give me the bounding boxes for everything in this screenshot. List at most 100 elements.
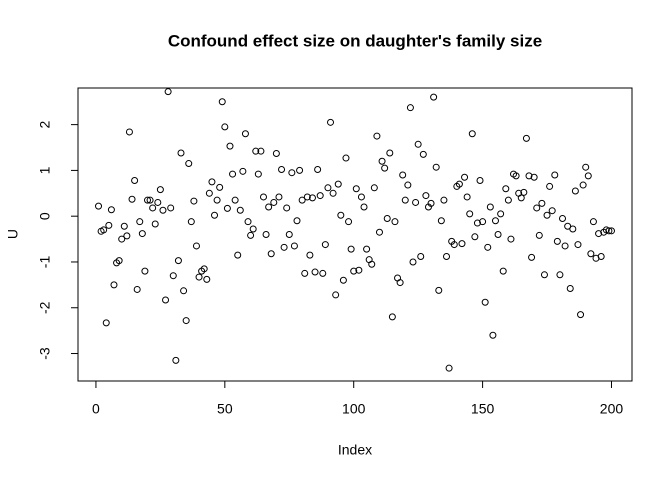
y-tick-label: 1 [37,166,53,174]
point [177,149,185,157]
point [314,165,322,173]
point [577,311,585,319]
point [107,206,115,214]
point [463,193,471,201]
point [244,218,252,226]
x-axis-label: Index [338,442,372,458]
point [386,149,394,157]
point [543,211,551,219]
point [412,198,420,206]
point [259,193,267,201]
point [290,242,298,250]
point [391,218,399,226]
point [115,257,123,265]
point [213,196,221,204]
point [360,203,368,211]
point [252,147,260,155]
point [561,242,569,250]
point [303,193,311,201]
point [347,245,355,253]
point [337,211,345,219]
y-tick-label: 2 [37,121,53,129]
point [355,266,363,274]
point [275,193,283,201]
point [327,118,335,126]
point [473,219,481,227]
point [584,172,592,180]
point [533,204,541,212]
point [154,198,162,206]
point [324,184,332,192]
point [231,196,239,204]
point [373,132,381,140]
x-tick-label: 150 [471,401,495,417]
point [383,214,391,222]
point [530,173,538,181]
point [422,192,430,200]
point [491,217,499,225]
y-tick-label: -2 [37,301,53,314]
point [455,180,463,188]
point [280,243,288,251]
point [308,194,316,202]
point [169,272,177,280]
point [528,253,536,261]
point [468,130,476,138]
point [525,172,533,180]
point [494,231,502,238]
point [430,93,438,101]
point [342,154,350,162]
point [182,317,190,325]
point [159,206,167,214]
point [270,198,278,206]
point [141,267,149,275]
point [499,267,507,275]
point [167,204,175,212]
point [352,185,360,193]
point [272,149,280,157]
y-tick-label: -3 [37,347,53,360]
point [443,252,451,260]
point [345,218,353,226]
point [471,233,479,241]
point [262,231,270,238]
point [497,210,505,218]
point [254,170,262,178]
point [306,251,314,259]
point [535,231,543,239]
x-tick-label: 100 [342,401,366,417]
x-tick-label: 200 [600,401,624,417]
point [605,227,613,235]
point [133,285,141,293]
point [512,172,520,180]
point [329,189,337,197]
point [110,281,118,289]
point [388,313,396,321]
point [162,296,170,304]
point [339,276,347,284]
point [489,331,497,339]
point [241,130,249,138]
point [476,176,484,184]
x-tick-label: 0 [92,401,100,417]
point [172,356,180,364]
point [381,164,389,172]
point [419,150,427,158]
point [123,232,131,240]
point [192,242,200,250]
point [556,271,564,279]
point [566,285,574,293]
point [285,231,293,238]
point [143,196,151,204]
point [332,291,340,299]
y-tick-label: 0 [37,212,53,220]
point [200,265,208,273]
point [120,222,128,230]
point [370,184,378,192]
point [288,169,296,177]
point [180,287,188,295]
point [125,128,133,136]
point [249,225,257,233]
point [587,250,595,258]
